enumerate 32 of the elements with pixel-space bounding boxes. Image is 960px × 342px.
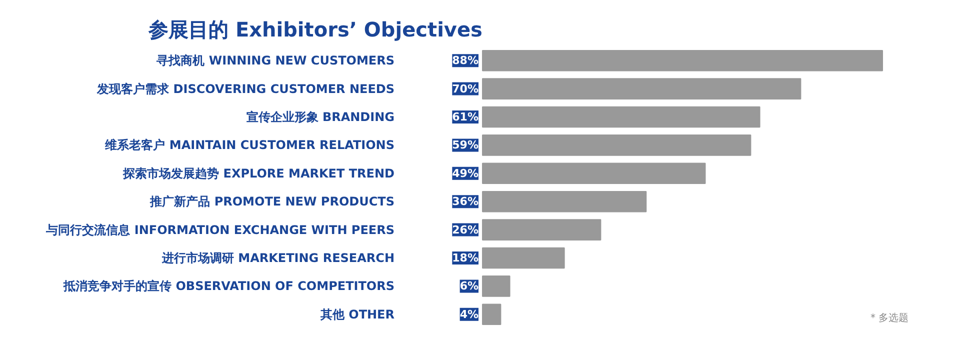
bar <box>482 50 883 72</box>
data-label: 70% <box>452 82 479 96</box>
data-label: 88% <box>452 54 479 68</box>
data-label: 61% <box>452 110 479 124</box>
data-label: 26% <box>452 223 479 236</box>
data-label: 59% <box>452 138 479 152</box>
data-label: 18% <box>452 252 479 264</box>
data-label: 4% <box>460 308 479 321</box>
bar <box>482 106 760 128</box>
y-tick-label: 探索市场发展趋势 EXPLORE MARKET TREND <box>122 166 395 180</box>
bar <box>482 162 706 184</box>
bar <box>482 247 565 269</box>
bar <box>482 78 802 100</box>
bar <box>482 134 752 156</box>
bar <box>482 190 647 212</box>
y-tick-label: 维系老客户 MAINTAIN CUSTOMER RELATIONS <box>104 138 395 152</box>
y-tick-label: 与同行交流信息 INFORMATION EXCHANGE WITH PEERS <box>45 222 395 237</box>
data-label: 49% <box>452 166 479 180</box>
y-tick-label: 推广新产品 PROMOTE NEW PRODUCTS <box>149 194 395 209</box>
y-tick-label: 宣传企业形象 BRANDING <box>246 110 395 124</box>
y-tick-label: 寻找商机 WINNING NEW CUSTOMERS <box>156 54 395 68</box>
bar <box>482 219 602 240</box>
data-label: 6% <box>460 280 479 293</box>
annotation: * 多选题 <box>870 312 909 324</box>
y-tick-label: 其他 OTHER <box>319 307 394 322</box>
y-tick-label: 抵消竞争对手的宣传 OBSERVATION OF COMPETITORS <box>62 279 395 294</box>
y-tick-label: 发现客户需求 DISCOVERING CUSTOMER NEEDS <box>96 82 395 96</box>
y-tick-label: 进行市场调研 MARKETING RESEARCH <box>160 251 395 265</box>
bar <box>482 304 502 326</box>
data-label: 36% <box>452 195 479 208</box>
bar <box>482 276 510 297</box>
text: 参展目的 Exhibitors’ Objectives <box>148 18 482 42</box>
